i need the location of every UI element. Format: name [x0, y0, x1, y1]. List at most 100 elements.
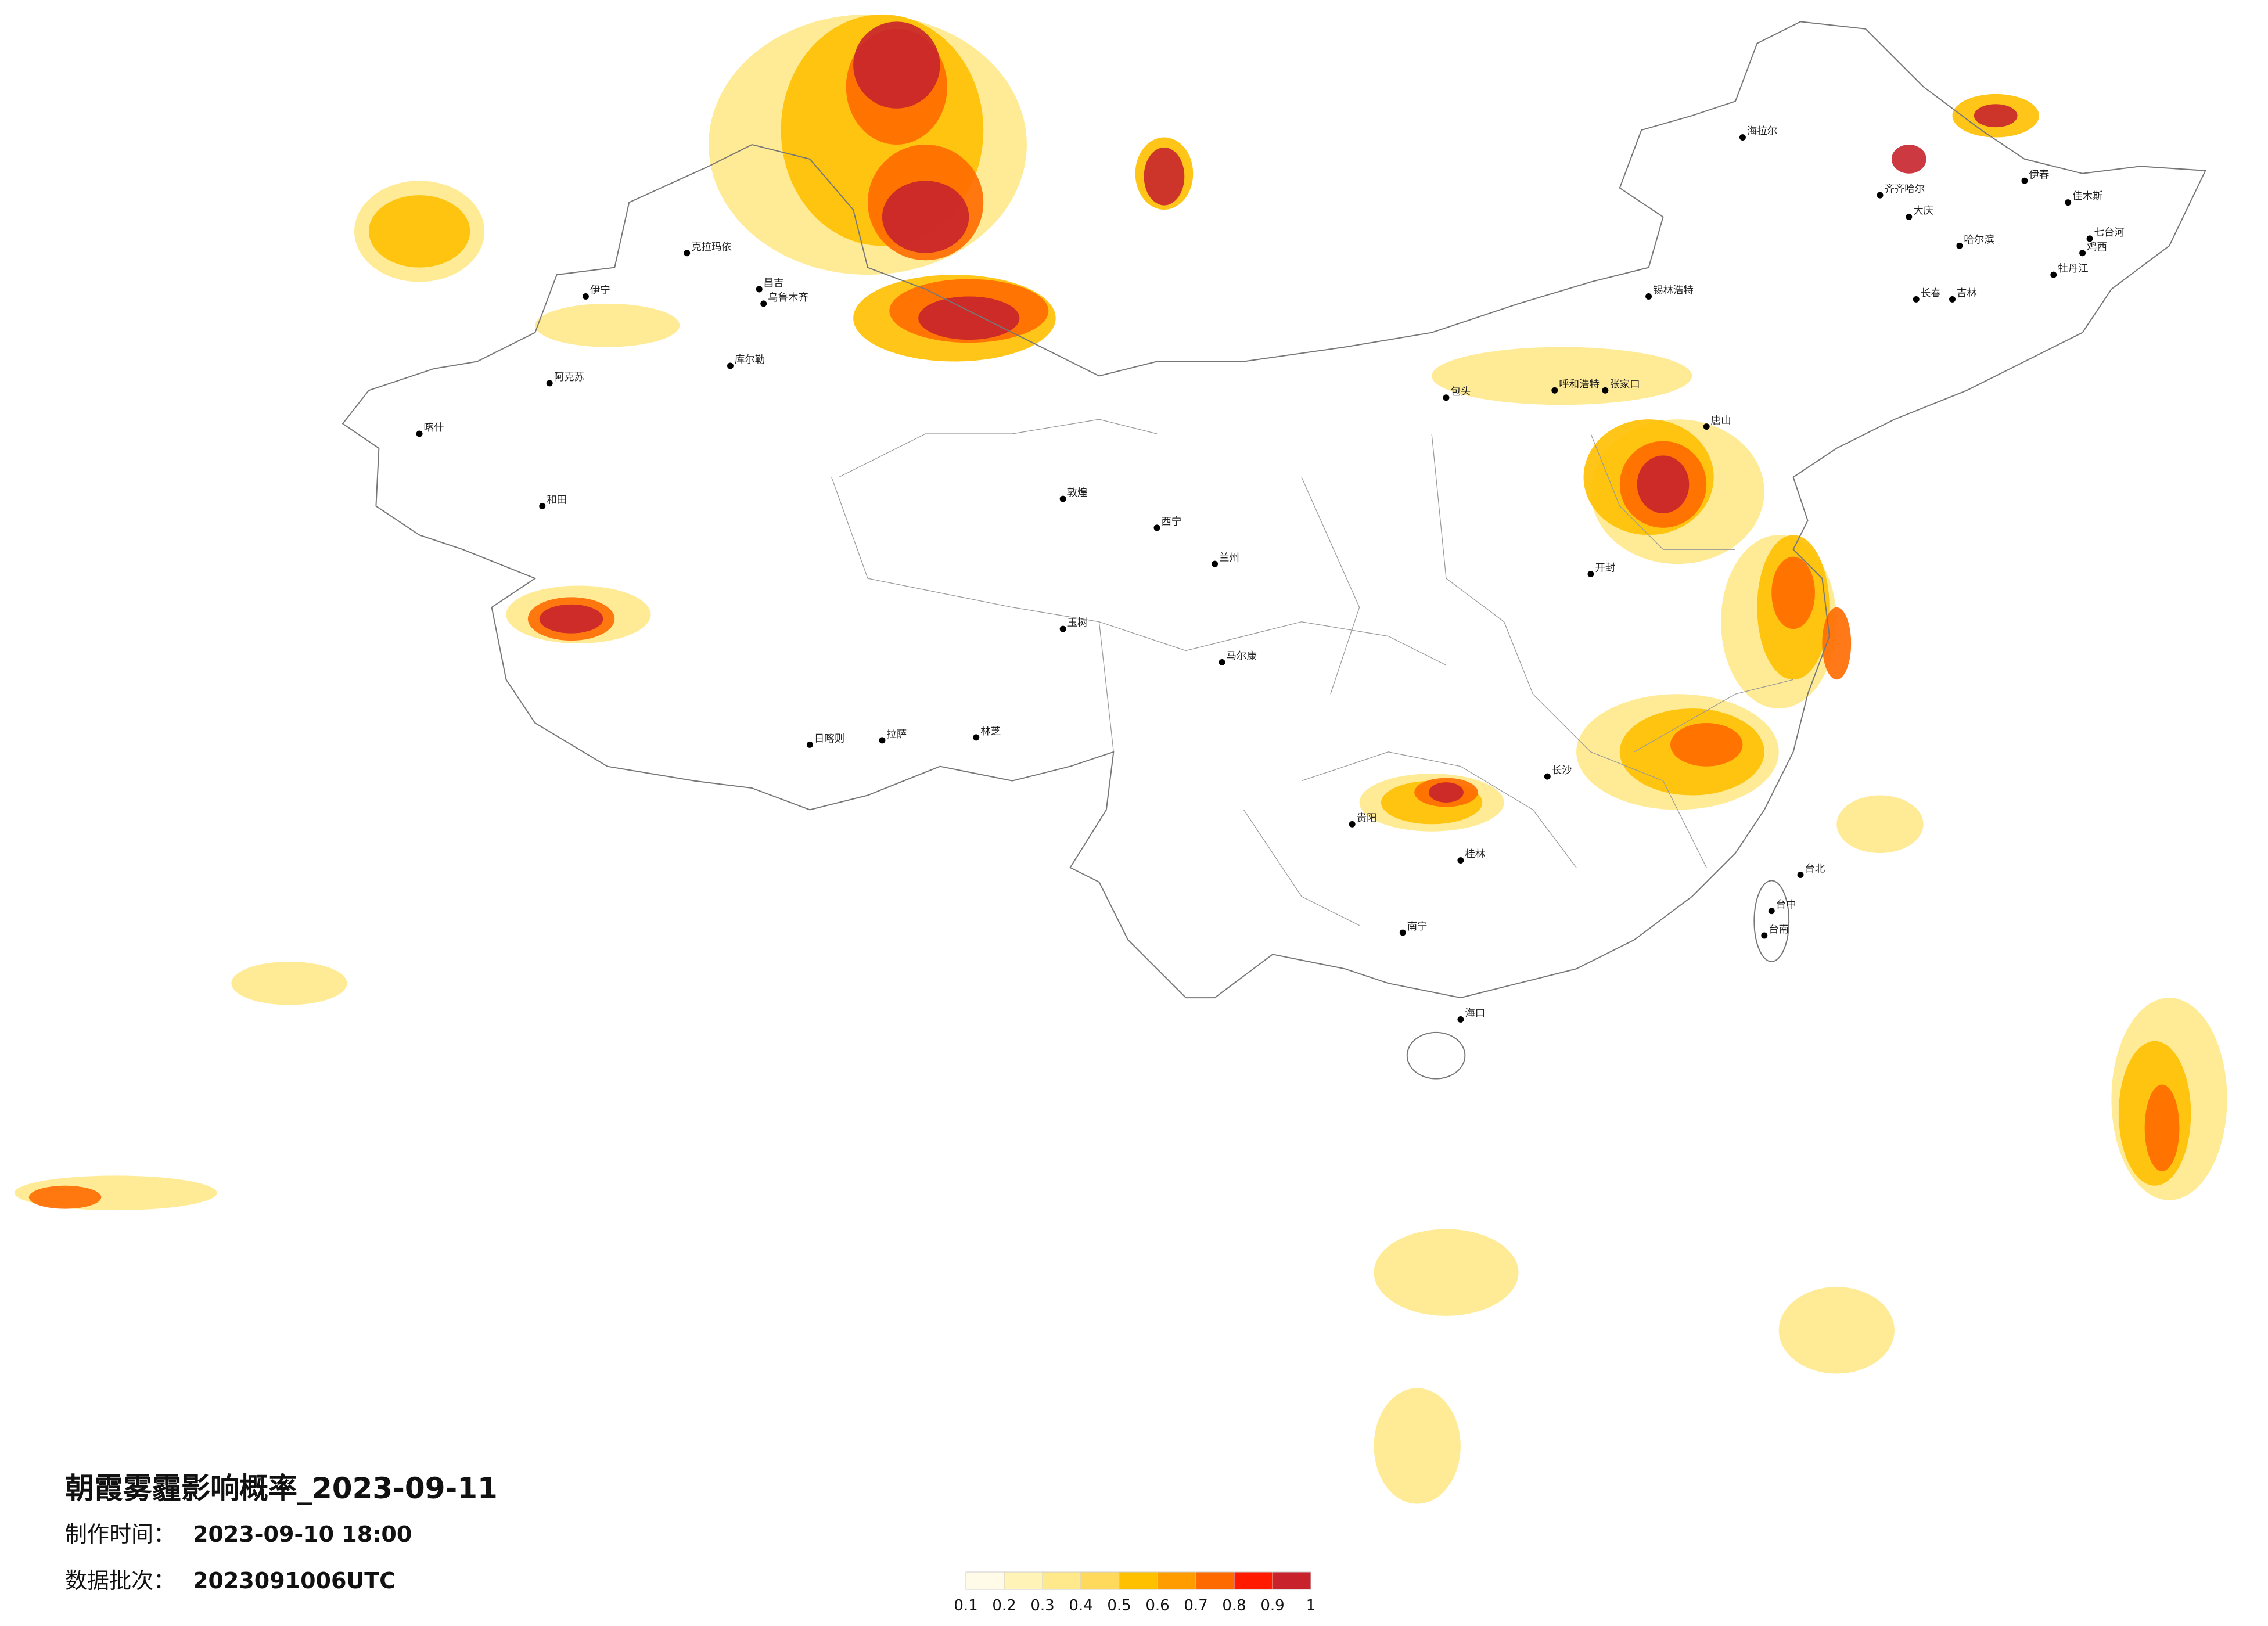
city-dot — [1219, 659, 1225, 665]
city-dot — [806, 741, 813, 748]
city-label: 大庆 — [1913, 206, 1933, 217]
city-dot — [973, 734, 980, 741]
probability-field — [14, 14, 2227, 1504]
probability-area — [539, 604, 603, 634]
probability-area — [28, 1185, 102, 1209]
city-dot — [2065, 199, 2072, 206]
probability-area — [1891, 145, 1926, 174]
city-dot — [2021, 177, 2028, 184]
city-dot — [1703, 423, 1710, 430]
city-label: 台北 — [1805, 863, 1825, 875]
legend-swatch — [1004, 1571, 1043, 1590]
legend-tick: 0.8 — [1222, 1597, 1246, 1614]
probability-area — [1637, 455, 1690, 513]
city-dot — [1956, 242, 1963, 249]
legend-tick: 0.4 — [1069, 1597, 1092, 1614]
legend-tick: 0.9 — [1260, 1597, 1284, 1614]
city-dot — [1602, 387, 1609, 394]
city-dot — [756, 286, 763, 293]
probability-area — [1771, 556, 1815, 629]
legend-swatch — [965, 1571, 1005, 1590]
city-dot — [1913, 296, 1920, 303]
city-label: 敦煌 — [1067, 487, 1088, 499]
city-dot — [1457, 857, 1464, 864]
city-dot — [1645, 293, 1652, 300]
legend-swatch — [1234, 1571, 1273, 1590]
city-dot — [416, 430, 423, 437]
city-dot — [1906, 214, 1913, 220]
city-label: 库尔勒 — [735, 354, 765, 366]
city-dot — [1587, 571, 1594, 578]
probability-area — [368, 195, 470, 268]
legend-tick: 0.1 — [954, 1597, 977, 1614]
legend-swatch — [1080, 1571, 1120, 1590]
legend-tick: 0.6 — [1145, 1597, 1169, 1614]
production-time-label: 制作时间： — [65, 1521, 175, 1547]
city-dot — [684, 250, 691, 257]
data-batch: 2023091006UTC — [193, 1568, 396, 1593]
city-dot — [2086, 235, 2093, 242]
city-dot — [2079, 250, 2086, 257]
production-time: 2023-09-10 18:00 — [193, 1521, 412, 1547]
probability-area — [918, 296, 1020, 340]
city-label: 海口 — [1465, 1008, 1485, 1019]
city-dot — [1443, 394, 1450, 401]
legend-swatch — [1042, 1571, 1081, 1590]
city-dot — [1399, 929, 1406, 936]
city-dot — [2050, 271, 2057, 278]
city-label: 阿克苏 — [554, 372, 584, 383]
city-label: 长春 — [1921, 287, 1941, 299]
probability-area — [231, 961, 347, 1005]
probability-area — [1374, 1388, 1461, 1504]
city-dot — [1544, 773, 1551, 780]
city-label: 哈尔滨 — [1964, 234, 1994, 246]
probability-area — [1974, 104, 2018, 128]
city-label: 包头 — [1450, 386, 1471, 398]
city-label: 张家口 — [1609, 379, 1640, 390]
city-dot — [1761, 932, 1768, 939]
city-label: 林芝 — [980, 726, 1001, 738]
city-dot — [1212, 560, 1219, 567]
probability-area — [882, 181, 969, 253]
city-label: 伊春 — [2029, 169, 2049, 181]
city-dot — [727, 362, 734, 369]
city-label: 昌吉 — [764, 278, 784, 289]
city-dot — [1349, 821, 1356, 828]
city-label: 喀什 — [424, 422, 444, 434]
city-label: 呼和浩特 — [1559, 379, 1600, 390]
city-label: 台南 — [1769, 924, 1789, 936]
city-dot — [546, 380, 553, 387]
city-label: 马尔康 — [1227, 650, 1257, 662]
city-label: 鸡西 — [2087, 242, 2107, 253]
city-label: 佳木斯 — [2072, 191, 2102, 203]
city-dot — [1768, 908, 1775, 915]
probability-area — [1374, 1229, 1519, 1316]
city-label: 贵阳 — [1357, 812, 1377, 824]
probability-area — [1429, 782, 1464, 803]
city-label: 海拉尔 — [1747, 126, 1777, 138]
legend-tick: 0.7 — [1184, 1597, 1207, 1614]
legend-tick: 0.5 — [1107, 1597, 1131, 1614]
city-dot — [1457, 1016, 1464, 1023]
data-batch-label: 数据批次： — [65, 1568, 175, 1593]
city-label: 齐齐哈尔 — [1884, 184, 1925, 195]
legend-swatch — [1157, 1571, 1196, 1590]
city-label: 日喀则 — [814, 733, 844, 744]
legend-tick: 0.3 — [1030, 1597, 1054, 1614]
city-label: 兰州 — [1219, 552, 1239, 564]
probability-area — [853, 21, 940, 109]
legend-tick: 0.2 — [992, 1597, 1016, 1614]
city-label: 西宁 — [1161, 516, 1181, 528]
city-label: 玉树 — [1067, 617, 1088, 629]
city-dot — [1797, 871, 1804, 878]
city-label: 锡林浩特 — [1653, 285, 1694, 296]
legend-tick: 1 — [1306, 1597, 1316, 1614]
city-label: 南宁 — [1407, 921, 1428, 933]
city-dot — [582, 293, 589, 300]
probability-area — [535, 303, 680, 347]
city-label: 牡丹江 — [2058, 263, 2088, 275]
city-label: 和田 — [547, 495, 567, 506]
city-label: 伊宁 — [590, 285, 610, 296]
